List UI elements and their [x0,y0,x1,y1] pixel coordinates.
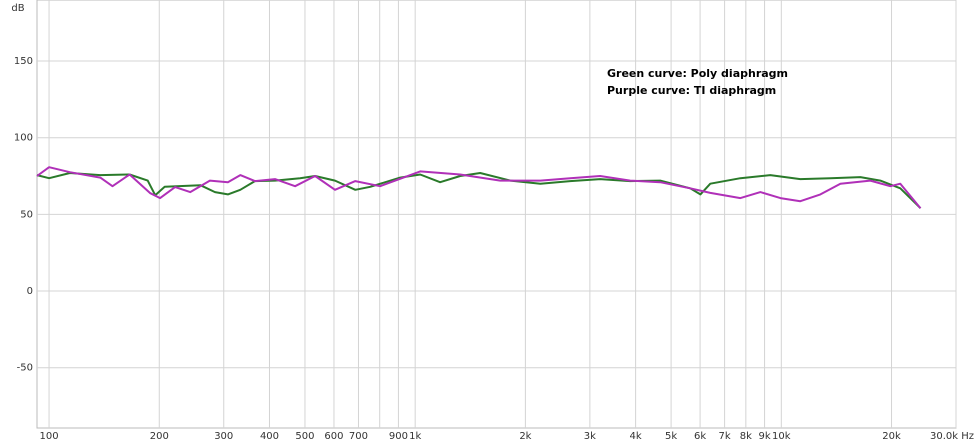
y-tick-label: 100 [14,133,33,144]
x-tick-label: 600 [324,431,343,442]
curve [36,166,922,209]
x-tick-label: 2k [519,431,531,442]
annotation: Green curve: Poly diaphragm [607,67,788,80]
x-tick-label: 3k [584,431,596,442]
x-tick-label: 200 [150,431,169,442]
y-tick-label: 150 [14,56,33,67]
x-tick-label: 30.0k Hz [930,431,974,442]
x-tick-label: 300 [214,431,233,442]
x-tick-label: 20k [882,431,901,442]
x-tick-label: 7k [719,431,731,442]
x-tick-label: 500 [295,431,314,442]
x-tick-label: 900 [389,431,408,442]
x-tick-label: 100 [40,431,59,442]
x-tick-label: 400 [260,431,279,442]
curve [36,172,922,209]
y-tick-label: -50 [17,363,33,374]
x-tick-label: 1k [409,431,421,442]
y-tick-label: 0 [27,286,33,297]
x-tick-label: 9k [758,431,770,442]
x-tick-label: 10k [772,431,791,442]
y-tick-label: 50 [20,209,33,220]
x-tick-label: 6k [694,431,706,442]
x-tick-label: 5k [665,431,677,442]
x-tick-label: 8k [740,431,752,442]
annotation: Purple curve: TI diaphragm [607,84,776,97]
x-tick-label: 4k [630,431,642,442]
y-axis-label: dB [11,3,24,14]
x-tick-label: 700 [349,431,368,442]
